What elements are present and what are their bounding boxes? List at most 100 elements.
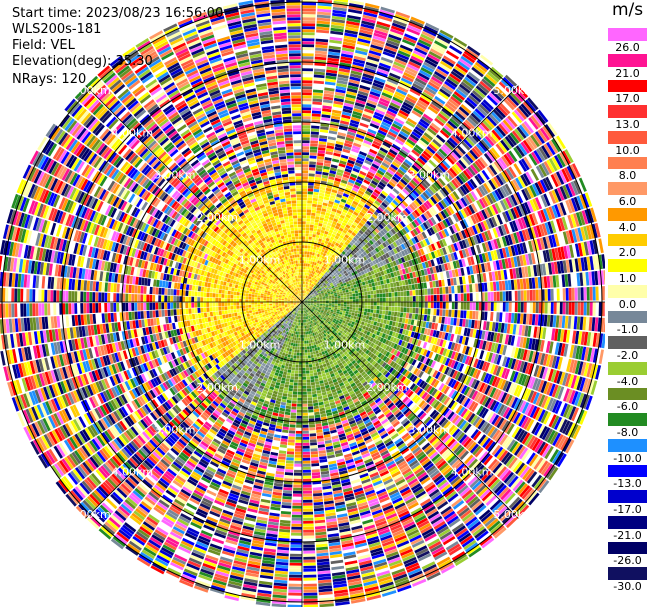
velocity-gate	[425, 86, 437, 95]
velocity-gate	[362, 261, 367, 266]
velocity-gate	[348, 257, 353, 263]
velocity-gate	[496, 312, 500, 322]
velocity-gate	[339, 241, 344, 246]
velocity-gate	[330, 27, 344, 33]
velocity-gate	[337, 299, 341, 302]
velocity-gate	[403, 274, 408, 280]
velocity-gate	[316, 244, 321, 248]
velocity-gate	[386, 238, 393, 245]
velocity-gate	[338, 68, 351, 73]
velocity-gate	[311, 237, 316, 241]
velocity-gate	[515, 205, 523, 217]
velocity-gate	[436, 302, 440, 309]
velocity-gate	[399, 269, 404, 276]
velocity-gate	[352, 244, 357, 249]
velocity-gate	[396, 135, 406, 143]
velocity-gate	[359, 262, 364, 268]
velocity-gate	[565, 259, 571, 273]
velocity-gate	[323, 256, 328, 261]
velocity-gate	[410, 55, 424, 64]
velocity-gate	[526, 215, 533, 227]
velocity-gate	[311, 292, 314, 295]
velocity-gate	[501, 259, 507, 270]
velocity-gate	[439, 239, 445, 248]
velocity-gate	[455, 200, 463, 210]
velocity-gate	[436, 294, 440, 302]
velocity-gate	[319, 135, 328, 139]
velocity-gate	[413, 277, 418, 284]
velocity-gate	[333, 238, 338, 243]
velocity-gate	[364, 230, 370, 236]
velocity-gate	[466, 293, 470, 302]
velocity-gate	[518, 105, 530, 118]
velocity-gate	[435, 203, 443, 212]
velocity-gate	[347, 221, 353, 227]
velocity-gate	[354, 313, 358, 317]
velocity-gate	[330, 210, 336, 216]
velocity-gate	[306, 257, 309, 261]
velocity-gate	[313, 225, 318, 229]
velocity-gate	[489, 131, 500, 143]
velocity-gate	[562, 302, 566, 315]
velocity-gate	[412, 296, 416, 302]
velocity-gate	[396, 270, 401, 276]
velocity-gate	[542, 263, 547, 276]
velocity-gate	[390, 272, 395, 278]
velocity-gate	[404, 186, 412, 194]
velocity-gate	[355, 302, 359, 305]
velocity-gate	[356, 239, 361, 245]
velocity-gate	[364, 136, 374, 143]
velocity-gate	[302, 206, 307, 210]
velocity-gate	[394, 58, 407, 66]
velocity-gate	[407, 278, 412, 285]
velocity-gate	[571, 258, 577, 273]
velocity-gate	[307, 292, 310, 296]
velocity-gate	[311, 284, 314, 287]
velocity-gate	[329, 272, 333, 276]
velocity-gate	[361, 17, 376, 24]
velocity-gate	[555, 218, 563, 232]
velocity-gate	[398, 109, 409, 117]
velocity-gate	[368, 185, 375, 191]
velocity-gate	[394, 276, 399, 282]
velocity-gate	[312, 89, 324, 94]
velocity-gate	[367, 319, 372, 324]
velocity-gate	[365, 201, 372, 207]
velocity-gate	[316, 14, 331, 19]
velocity-gate	[311, 125, 320, 129]
velocity-gate	[358, 295, 362, 299]
velocity-gate	[312, 234, 316, 238]
velocity-gate	[307, 191, 314, 195]
velocity-gate	[332, 289, 336, 292]
velocity-gate	[591, 223, 598, 239]
velocity-gate	[315, 167, 323, 172]
velocity-gate	[452, 233, 459, 243]
velocity-gate	[317, 281, 320, 285]
velocity-gate	[342, 192, 349, 198]
velocity-gate	[475, 126, 486, 137]
velocity-gate	[444, 80, 456, 91]
velocity-gate	[355, 304, 359, 308]
velocity-gate	[414, 243, 420, 251]
velocity-gate	[478, 264, 483, 273]
velocity-gate	[383, 48, 397, 56]
velocity-gate	[511, 111, 523, 124]
velocity-gate	[305, 295, 308, 298]
velocity-gate	[439, 221, 446, 230]
velocity-gate	[412, 290, 416, 296]
velocity-gate	[371, 243, 377, 249]
velocity-gate	[386, 168, 395, 176]
velocity-gate	[592, 302, 596, 316]
velocity-gate	[476, 173, 485, 184]
velocity-gate	[330, 121, 340, 126]
velocity-gate	[315, 269, 319, 273]
velocity-gate	[403, 36, 417, 44]
velocity-gate	[516, 279, 521, 290]
velocity-gate	[357, 249, 363, 255]
velocity-gate	[335, 143, 344, 149]
velocity-gate	[498, 237, 505, 248]
velocity-gate	[460, 310, 464, 319]
velocity-gate	[314, 292, 318, 295]
velocity-gate	[347, 229, 353, 234]
velocity-gate	[304, 272, 307, 276]
